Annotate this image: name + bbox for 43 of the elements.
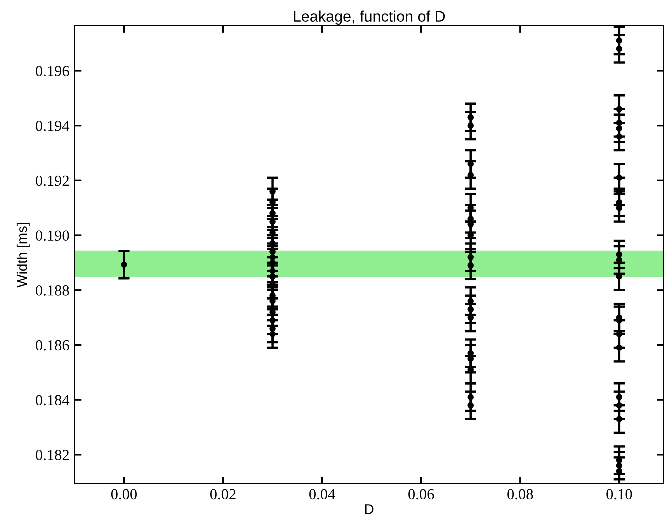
point bbox=[616, 120, 623, 126]
point bbox=[468, 254, 474, 261]
point bbox=[270, 274, 276, 280]
y-tick-label: 0.192 bbox=[36, 176, 69, 186]
point bbox=[270, 254, 276, 261]
point bbox=[468, 262, 474, 269]
x-axis-title: D bbox=[365, 504, 374, 514]
point bbox=[468, 114, 474, 121]
y-tick-label: 0.188 bbox=[36, 286, 70, 296]
point bbox=[616, 394, 623, 400]
x-tick-label: 0.02 bbox=[210, 489, 236, 500]
y-axis-title: Width [ms] bbox=[16, 223, 30, 288]
point bbox=[121, 262, 128, 268]
x-tick-label: 0.10 bbox=[606, 489, 632, 500]
x-tick-label: 0.04 bbox=[310, 489, 336, 500]
y-tick-label: 0.196 bbox=[36, 66, 70, 76]
point bbox=[270, 268, 276, 274]
point bbox=[616, 38, 623, 44]
y-tick-label: 0.184 bbox=[36, 395, 70, 406]
chart-title: Leakage, function of D bbox=[294, 10, 446, 26]
point bbox=[616, 462, 623, 470]
point bbox=[616, 416, 623, 422]
point bbox=[616, 125, 623, 132]
point bbox=[468, 402, 474, 409]
point bbox=[616, 344, 623, 352]
y-tick-label: 0.190 bbox=[36, 230, 70, 242]
point bbox=[616, 252, 623, 258]
point bbox=[616, 106, 623, 112]
point bbox=[468, 306, 474, 313]
point bbox=[468, 394, 474, 400]
y-tick-label: 0.182 bbox=[36, 450, 69, 460]
point bbox=[270, 317, 276, 324]
point bbox=[468, 122, 474, 129]
point bbox=[616, 174, 623, 182]
point bbox=[270, 331, 276, 338]
y-tick-label: 0.186 bbox=[36, 340, 70, 351]
x-tick-label: 0.00 bbox=[111, 489, 138, 500]
point bbox=[616, 46, 623, 52]
x-tick-label: 0.06 bbox=[408, 489, 434, 500]
x-tick-label: 0.08 bbox=[508, 489, 534, 500]
point bbox=[616, 402, 623, 409]
y-tick-label: 0.194 bbox=[36, 120, 70, 132]
point bbox=[616, 134, 623, 140]
